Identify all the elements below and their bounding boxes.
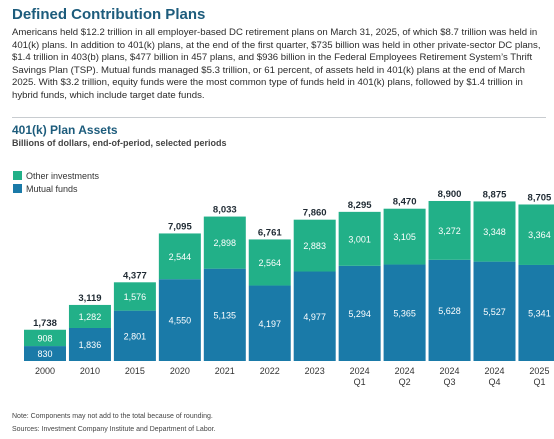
legend-label-other-investments: Other investments <box>26 170 100 181</box>
bar-other-investments <box>24 329 66 347</box>
bar-other-investments <box>473 201 516 262</box>
data-label-mutual-funds: 5,365 <box>393 308 416 318</box>
chart-sources: Sources: Investment Company Institute an… <box>12 426 216 433</box>
data-label-other-investments: 1,576 <box>124 292 147 302</box>
data-label-other-investments: 3,364 <box>528 230 551 240</box>
legend-item-mutual-funds: Mutual funds <box>13 182 99 195</box>
bar-other-investments <box>428 200 471 260</box>
data-label-other-investments: 2,898 <box>214 238 237 248</box>
data-label-mutual-funds: 5,628 <box>438 306 461 316</box>
x-tick-label: Q3 <box>444 377 456 387</box>
data-label-other-investments: 3,272 <box>438 226 461 236</box>
x-tick-label: Q4 <box>488 377 500 387</box>
data-label-mutual-funds: 2,801 <box>124 331 147 341</box>
x-tick-label: 2024 <box>440 366 460 376</box>
legend-swatch-other-investments <box>13 171 22 180</box>
bar-other-investments <box>518 204 554 265</box>
bar-mutual-funds <box>473 261 516 361</box>
bar-mutual-funds <box>428 259 471 361</box>
data-label-mutual-funds: 5,527 <box>483 307 506 317</box>
chart-note: Note: Components may not add to the tota… <box>12 413 213 420</box>
x-tick-label: 2015 <box>125 366 145 376</box>
x-tick-label: Q1 <box>533 377 545 387</box>
data-label-other-investments: 3,348 <box>483 227 506 237</box>
data-label-other-investments: 2,883 <box>303 241 326 251</box>
x-tick-label: 2024 <box>350 366 370 376</box>
bar-other-investments <box>203 216 246 269</box>
bar-mutual-funds <box>158 279 201 361</box>
data-label-other-investments: 1,282 <box>79 312 102 322</box>
legend-item-other-investments: Other investments <box>13 169 99 182</box>
bar-other-investments <box>293 219 336 272</box>
data-label-total: 8,875 <box>483 189 507 200</box>
x-tick-label: Q1 <box>354 377 366 387</box>
legend-swatch-mutual-funds <box>13 184 22 193</box>
x-tick-label: Q2 <box>399 377 411 387</box>
data-label-mutual-funds: 5,341 <box>528 308 551 318</box>
data-label-mutual-funds: 830 <box>37 349 52 359</box>
bar-other-investments <box>248 239 291 286</box>
bar-mutual-funds <box>248 285 291 361</box>
data-label-total: 1,738 <box>33 318 57 329</box>
bar-other-investments <box>158 233 201 280</box>
data-label-total: 8,705 <box>528 192 552 203</box>
x-tick-label: 2024 <box>395 366 415 376</box>
x-tick-label: 2022 <box>260 366 280 376</box>
x-tick-label: 2000 <box>35 366 55 376</box>
bar-mutual-funds <box>338 265 381 361</box>
bar-mutual-funds <box>518 264 554 361</box>
bar-mutual-funds <box>113 310 156 361</box>
x-tick-label: 2010 <box>80 366 100 376</box>
data-label-mutual-funds: 4,977 <box>303 312 326 322</box>
data-label-total: 8,295 <box>348 200 372 211</box>
data-label-mutual-funds: 5,294 <box>348 309 371 319</box>
data-label-total: 4,377 <box>123 270 147 281</box>
data-label-mutual-funds: 4,550 <box>169 316 192 326</box>
chart-legend: Other investments Mutual funds <box>13 169 99 195</box>
legend-label-mutual-funds: Mutual funds <box>26 183 78 194</box>
x-tick-label: 2023 <box>305 366 325 376</box>
x-tick-label: 2020 <box>170 366 190 376</box>
x-tick-label: 2024 <box>484 366 504 376</box>
bar-other-investments <box>68 304 111 328</box>
bar-mutual-funds <box>24 346 66 361</box>
section-divider <box>12 117 546 118</box>
bar-mutual-funds <box>383 264 426 361</box>
data-label-total: 3,119 <box>78 293 101 304</box>
intro-paragraph: Americans held $12.2 trillion in all emp… <box>12 27 541 101</box>
bar-mutual-funds <box>293 271 336 361</box>
bar-other-investments <box>383 208 426 265</box>
bar-mutual-funds <box>68 327 111 361</box>
data-label-mutual-funds: 1,836 <box>79 340 102 350</box>
data-label-mutual-funds: 4,197 <box>258 319 281 329</box>
data-label-total: 8,033 <box>213 205 237 216</box>
data-label-total: 6,761 <box>258 227 282 238</box>
data-label-total: 8,900 <box>438 189 462 200</box>
data-label-other-investments: 3,001 <box>348 234 371 244</box>
data-label-other-investments: 2,544 <box>169 252 192 262</box>
chart-title: 401(k) Plan Assets <box>12 123 118 137</box>
stacked-bar-chart: 830 908 1,738 2000 1,836 1,282 3,119 2010 2,801 1… <box>24 189 554 387</box>
bar-mutual-funds <box>203 268 246 361</box>
chart-subtitle: Billions of dollars, end-of-period, sele… <box>12 138 227 148</box>
data-label-other-investments: 3,105 <box>393 232 416 242</box>
bar-other-investments <box>338 211 381 266</box>
x-tick-label: 2021 <box>215 366 235 376</box>
data-label-total: 7,095 <box>168 221 192 232</box>
x-tick-label: 2025 <box>529 366 549 376</box>
page-title: Defined Contribution Plans <box>12 6 206 23</box>
data-label-other-investments: 2,564 <box>258 258 281 268</box>
data-label-total: 8,470 <box>393 197 417 208</box>
data-label-mutual-funds: 5,135 <box>214 310 237 320</box>
bar-other-investments <box>113 282 156 311</box>
data-label-total: 7,860 <box>303 208 327 219</box>
data-label-other-investments: 908 <box>37 333 52 343</box>
